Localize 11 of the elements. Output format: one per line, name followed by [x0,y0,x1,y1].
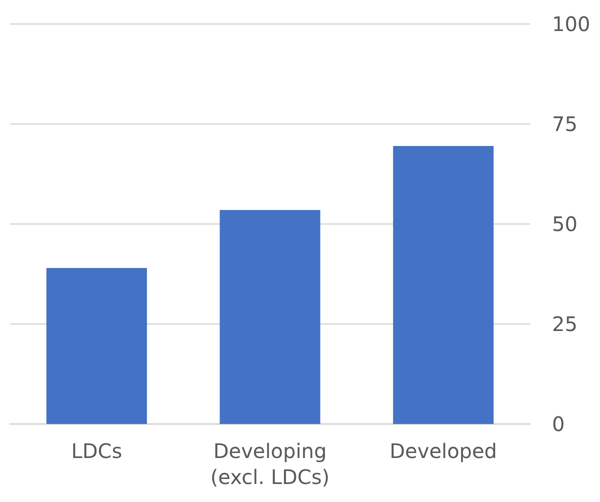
bar [220,210,320,424]
bar [46,268,147,424]
y-tick-label: 50 [552,212,578,236]
x-tick-label: Developed [390,439,498,463]
y-tick-label: 75 [552,112,578,136]
y-tick-label: 25 [552,312,578,336]
bar [393,146,494,424]
x-tick-label: LDCs [71,439,122,463]
y-tick-label: 100 [552,12,590,36]
x-tick-label: Developing (excl. LDCs) [210,439,330,489]
y-tick-label: 0 [552,412,565,436]
